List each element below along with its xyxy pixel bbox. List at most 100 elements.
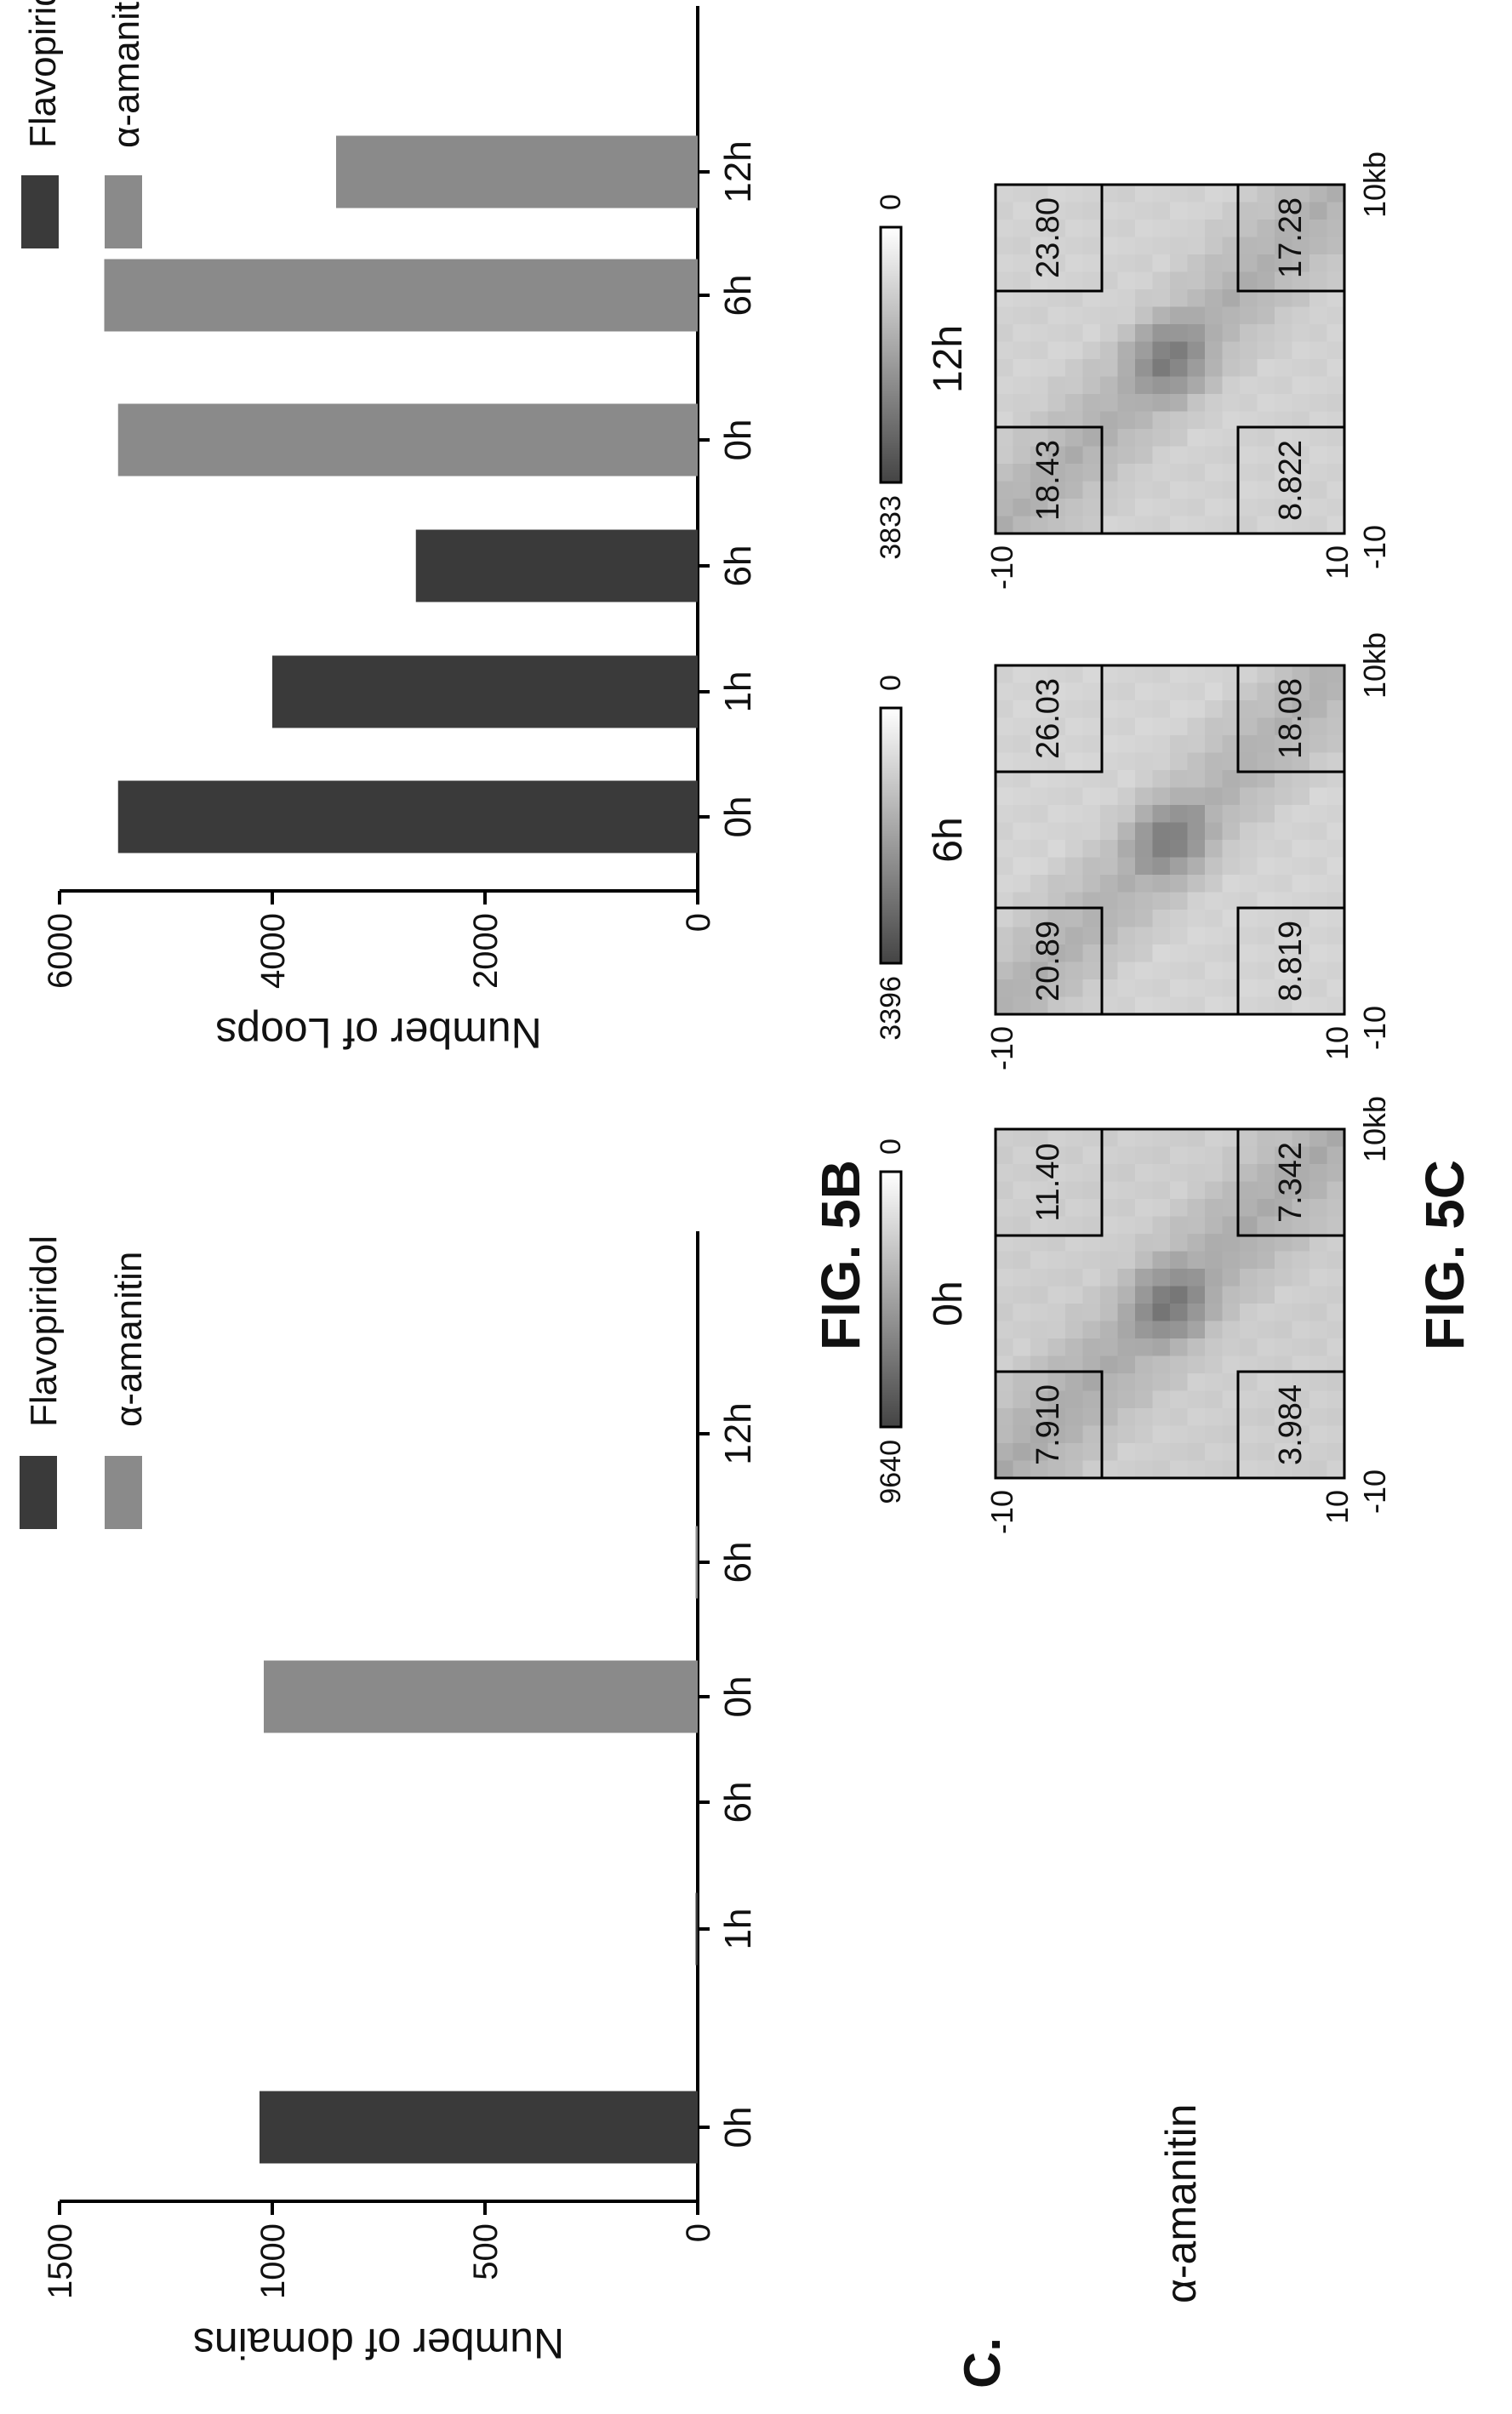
heatmap-cell <box>1100 184 1118 203</box>
heatmap-cell <box>1327 463 1345 482</box>
heatmap-cell <box>1135 979 1153 997</box>
heatmap-cell <box>1100 254 1118 272</box>
heatmap-cell <box>1117 411 1136 429</box>
heatmap-cell <box>1047 271 1066 289</box>
heatmap-cell <box>1170 393 1188 412</box>
heatmap-cell <box>1292 962 1310 979</box>
heatmap-cell <box>1100 665 1118 683</box>
heatmap-cell <box>1065 839 1083 858</box>
heatmap-cell <box>1257 1355 1275 1373</box>
heatmap-cell <box>1327 1407 1345 1426</box>
y-tick-label: 0 <box>680 913 717 932</box>
legend-label: α-amanitin <box>106 0 147 148</box>
heatmap-cell <box>1187 1181 1206 1199</box>
heatmap-cell <box>1309 393 1327 412</box>
heatmap-cell <box>1275 411 1292 429</box>
heatmap-cell <box>1135 1355 1153 1373</box>
heatmap-cell <box>1309 1181 1327 1199</box>
heatmap-cell <box>1030 752 1048 770</box>
heatmap-cell <box>1292 463 1310 482</box>
heatmap-cell <box>1170 1251 1188 1269</box>
heatmap-cell <box>996 927 1013 944</box>
heatmap-cell <box>1309 219 1327 237</box>
corner-value-bottom-right: 17.28 <box>1273 197 1309 278</box>
heatmap-cell <box>1292 516 1310 534</box>
heatmap-cell <box>1030 1338 1048 1356</box>
heatmap-cell <box>1205 1425 1223 1443</box>
heatmap-cell <box>1170 411 1188 429</box>
heatmap-cell <box>996 341 1013 359</box>
heatmap-cell <box>1013 909 1031 927</box>
bar <box>336 135 698 208</box>
heatmap-cell <box>1117 769 1136 788</box>
heatmap-cell <box>1047 411 1066 429</box>
heatmap-cell <box>1275 271 1292 289</box>
heatmap-cell <box>1117 822 1136 840</box>
heatmap-cell <box>1100 1442 1118 1461</box>
heatmap-cell <box>996 393 1013 412</box>
heatmap-cell <box>1117 874 1136 893</box>
heatmap-cell <box>1030 323 1048 342</box>
heatmap-cell <box>1135 1286 1153 1304</box>
heatmap-cell <box>996 979 1013 997</box>
heatmap-cell <box>1309 498 1327 516</box>
heatmap-cell <box>1240 306 1258 324</box>
heatmap-cell <box>1327 393 1345 412</box>
heatmap-cell <box>1065 1303 1083 1321</box>
heatmap-cell <box>1275 892 1292 910</box>
x-tick-label: 1h <box>717 1909 759 1950</box>
heatmap-cell <box>1292 376 1310 394</box>
heatmap-cell <box>1205 665 1223 683</box>
legend-label: Flavopiridol <box>23 1236 65 1427</box>
heatmap-cell <box>1065 1407 1083 1426</box>
heatmap-cell <box>1205 1286 1223 1304</box>
heatmap-cell <box>1205 1460 1223 1478</box>
axis-tick-start: -10 <box>984 1490 1019 1534</box>
legend-swatch <box>21 175 59 248</box>
heatmap-cell <box>996 1251 1013 1269</box>
heatmap-cell <box>1309 1251 1327 1269</box>
y-tick-label: 6000 <box>42 913 79 989</box>
heatmap-cell <box>1292 1268 1310 1287</box>
heatmap-cell <box>1030 446 1048 464</box>
heatmap-cell <box>1327 1372 1345 1391</box>
corner-box-top-right <box>994 664 1104 773</box>
heatmap-cell <box>1065 376 1083 394</box>
heatmap-cell <box>996 306 1013 324</box>
heatmap-cell <box>1117 752 1136 770</box>
heatmap-cell <box>1187 481 1206 499</box>
heatmap-cell <box>1257 306 1275 324</box>
heatmap-cell <box>1065 1460 1083 1478</box>
legend-swatch <box>105 1456 142 1529</box>
heatmap-cell <box>1030 699 1048 718</box>
x-tick-label: 12h <box>717 1402 759 1464</box>
heatmap-cell <box>1013 393 1031 412</box>
heatmap-cell <box>1013 184 1031 203</box>
heatmap-cell <box>1275 962 1292 979</box>
heatmap-cell <box>996 822 1013 840</box>
heatmap-cell <box>1013 341 1031 359</box>
heatmap-cell <box>996 446 1013 464</box>
heatmap-cell <box>1187 1268 1206 1287</box>
heatmap-cell <box>1275 927 1292 944</box>
heatmap-cell <box>1013 1425 1031 1443</box>
heatmap-cell <box>1257 682 1275 700</box>
heatmap-cell <box>1309 516 1327 534</box>
heatmap-cell <box>1082 1198 1101 1217</box>
heatmap-cell <box>1327 909 1345 927</box>
heatmap-cell <box>1047 1233 1066 1252</box>
heatmap-cell <box>1187 1355 1206 1373</box>
heatmap-cell <box>1222 1251 1241 1269</box>
heatmap-cell <box>1187 769 1206 788</box>
corner-value-top-right: 26.03 <box>1030 678 1066 759</box>
corner-value-bottom-left: 8.822 <box>1273 440 1309 521</box>
heatmap-cell <box>1292 271 1310 289</box>
heatmap-cell <box>1047 1251 1066 1269</box>
heatmap-cell <box>1170 734 1188 753</box>
heatmap-cell <box>1013 1303 1031 1321</box>
heatmap-cell <box>1117 665 1136 683</box>
heatmap-cell <box>1187 1216 1206 1234</box>
heatmap-cell <box>1170 1198 1188 1217</box>
heatmap-cell <box>1047 962 1066 979</box>
